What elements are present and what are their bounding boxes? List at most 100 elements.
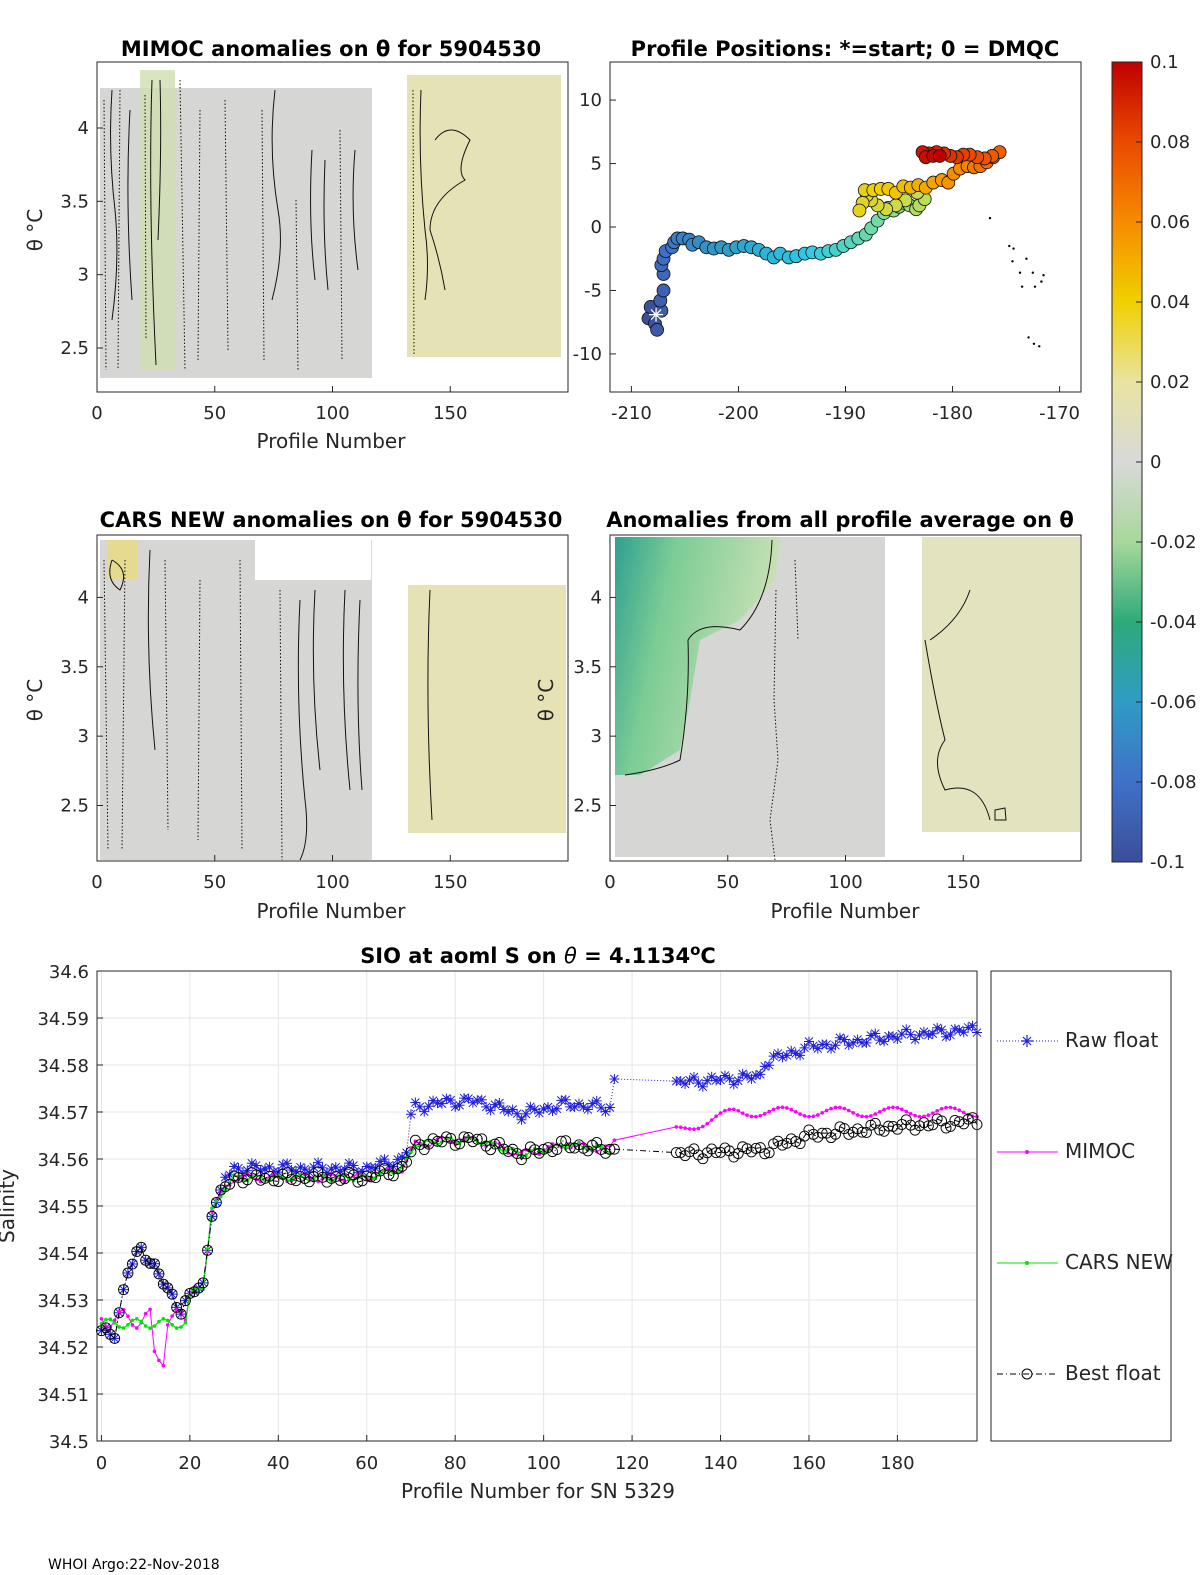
best-float-marker [750,1142,762,1154]
extra-point [1025,257,1028,260]
mimoc-marker [851,1111,855,1115]
raw-float-marker [923,1029,934,1040]
extra-point [1011,260,1014,263]
colorbar-tick-label: 0.06 [1150,212,1190,233]
avg-green-region [615,537,780,775]
mimoc-marker [754,1114,758,1119]
raw-float-marker [432,1098,443,1109]
cars-new-marker [179,1325,183,1329]
colorbar-tick-label: -0.02 [1150,532,1197,553]
x-tick-label: 50 [203,403,226,424]
best-float-marker [763,1147,775,1159]
best-float-marker [551,1144,563,1155]
y-tick-label: 34.58 [37,1056,89,1077]
best-float-marker [458,1131,470,1143]
raw-float-marker [578,1102,589,1113]
avg-title: Anomalies from all profile average on θ [606,508,1074,532]
avg-contours [624,539,1007,821]
best-float-marker [432,1135,443,1147]
track-point [656,283,671,298]
raw-float-marker [777,1052,788,1063]
raw-float-marker [251,1160,262,1171]
raw-float-marker [162,1282,173,1293]
best-float-marker [361,1170,373,1182]
raw-float-marker [467,1097,478,1108]
raw-float-marker [826,1043,837,1054]
mimoc-marker [953,1106,957,1111]
start-marker [649,307,664,322]
mimoc-marker [705,1121,710,1126]
cars-panel: CARS NEW anomalies on θ for 5904530 0 50 1… [23,508,569,923]
mimoc-marker [944,1105,948,1110]
best-float-marker [401,1156,412,1168]
raw-float-marker [958,1027,969,1038]
raw-float-marker [560,1094,571,1105]
legend-label: MIMOC [1065,1139,1135,1163]
avg-bg-yellow [922,537,1080,832]
mimoc-dotted-contours [103,79,415,371]
raw-float-marker [459,1093,470,1104]
raw-float-marker [348,1160,359,1171]
mimoc-marker [935,1109,940,1113]
raw-float-marker [759,1061,770,1072]
y-tick-label: 10 [579,90,602,111]
raw-float-marker [122,1268,133,1278]
best-float-marker [184,1287,196,1299]
mimoc-marker [143,1311,148,1316]
raw-float-marker [688,1072,699,1083]
best-float-marker [396,1160,408,1172]
cars-new-marker [108,1317,113,1322]
cars-new-marker [170,1323,174,1327]
best-float-marker [409,1134,421,1146]
raw-float-marker [755,1069,766,1080]
raw-float-marker [237,1168,248,1179]
mimoc-marker [780,1105,785,1110]
salinity-xticks: 0 20 40 60 80 100 120 140 160 180 [96,1435,915,1474]
best-float-marker [516,1154,527,1166]
mimoc-marker [793,1110,798,1114]
best-float-marker [715,1146,726,1158]
salinity-series [95,1020,983,1368]
y-tick-label: 34.51 [37,1385,89,1406]
mimoc-marker [112,1318,117,1322]
raw-float-marker [304,1167,315,1178]
raw-float-marker [383,1160,394,1171]
raw-float-marker [379,1154,390,1165]
best-float-marker [856,1126,868,1138]
mimoc-marker [908,1112,913,1116]
cars-title: CARS NEW anomalies on θ for 5904530 [100,508,563,532]
colorbar-tick-label: 0 [1150,452,1161,473]
mimoc-marker [855,1113,860,1117]
y-tick-label: 34.6 [49,962,89,983]
legend-marker [1021,1368,1033,1380]
raw-float-marker [702,1075,713,1086]
best-float-marker [816,1127,828,1139]
mimoc-marker [838,1105,842,1110]
best-float-marker [538,1143,550,1155]
raw-float-marker [861,1037,872,1048]
legend-label: Raw float [1065,1028,1159,1052]
raw-float-marker [967,1020,978,1031]
mimoc-marker [714,1114,718,1119]
cars-xticks: 0 50 100 150 [91,855,467,893]
mimoc-marker [913,1113,917,1118]
best-float-marker [144,1257,156,1269]
best-float-marker [113,1307,125,1319]
y-tick-label: 3.5 [573,657,602,678]
x-tick-label: 120 [615,1453,649,1474]
positions-title: Profile Positions: *=start; 0 = DMQC [631,37,1060,61]
cars-new-marker [112,1321,117,1325]
best-float-marker [149,1258,160,1270]
extra-point [1020,285,1024,288]
best-float-marker [202,1244,214,1256]
cars-white-top [255,536,371,580]
mimoc-marker [957,1108,962,1113]
raw-float-marker [171,1302,182,1313]
best-float-marker [463,1132,474,1143]
y-tick-label: 34.5 [49,1432,89,1453]
raw-float-marker [675,1076,686,1087]
raw-float-marker [317,1162,328,1173]
y-tick-label: 3.5 [60,191,89,212]
extra-point [1008,244,1011,248]
best-float-marker [277,1168,289,1180]
